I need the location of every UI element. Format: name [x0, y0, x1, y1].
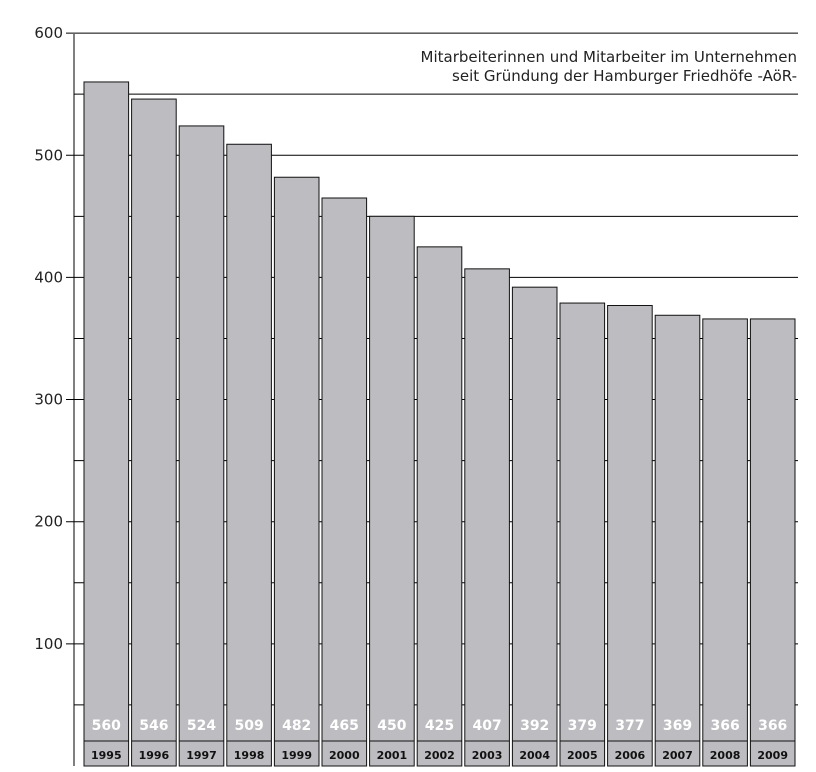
value-label: 379 — [568, 718, 597, 734]
x-tick-label: 1996 — [139, 749, 170, 762]
bar-1999 — [273, 176, 320, 767]
chart-title: Mitarbeiterinnen und Mitarbeiter im Unte… — [421, 48, 797, 66]
x-tick-label: 2001 — [377, 749, 408, 762]
value-label: 407 — [472, 718, 501, 734]
bar-2009 — [749, 318, 796, 767]
bar-1996 — [131, 98, 177, 767]
x-tick-label: 2006 — [615, 749, 646, 762]
x-tick-label: 1995 — [91, 749, 122, 762]
value-label: 524 — [187, 718, 216, 734]
bar-2005 — [559, 302, 606, 767]
data-labels: 560 1995 546 1996 524 1997 509 1998 482 1999 465 20… — [91, 718, 788, 762]
x-tick-label: 2008 — [710, 749, 741, 762]
bar-2003 — [464, 268, 510, 767]
value-label: 509 — [234, 718, 263, 734]
bars — [83, 81, 796, 767]
value-label: 546 — [139, 718, 168, 734]
axes: 100 200 300 400 500 600 — [34, 24, 75, 766]
x-tick-label: 2002 — [424, 749, 455, 762]
bar-1997 — [178, 125, 225, 767]
y-tick-label: 600 — [34, 24, 63, 42]
bar-2007 — [654, 314, 701, 767]
bar-2000 — [321, 197, 368, 767]
x-tick-label: 2009 — [757, 749, 788, 762]
x-tick-label: 1998 — [234, 749, 265, 762]
x-tick-label: 2005 — [567, 749, 598, 762]
chart-subtitle: seit Gründung der Hamburger Friedhöfe -A… — [452, 67, 797, 85]
y-tick-label: 100 — [34, 635, 63, 653]
x-tick-label: 2004 — [519, 749, 550, 762]
bar-2008 — [702, 318, 748, 767]
bar-1998 — [226, 143, 272, 767]
x-tick-label: 1999 — [281, 749, 312, 762]
bar-2006 — [607, 304, 653, 767]
value-label: 392 — [520, 718, 549, 734]
value-label: 377 — [615, 718, 644, 734]
bar-2001 — [369, 215, 415, 767]
x-tick-label: 1997 — [186, 749, 217, 762]
y-tick-label: 300 — [34, 391, 63, 409]
y-tick-label: 400 — [34, 268, 63, 286]
value-label: 560 — [92, 718, 121, 734]
value-label: 425 — [425, 718, 454, 734]
y-tick-label: 200 — [34, 513, 63, 531]
y-tick-label: 500 — [34, 146, 63, 164]
value-label: 450 — [377, 718, 406, 734]
value-label: 465 — [330, 718, 359, 734]
x-tick-label: 2000 — [329, 749, 360, 762]
bar-2002 — [416, 246, 463, 767]
x-tick-label: 2003 — [472, 749, 503, 762]
bar-1995 — [83, 81, 130, 767]
value-label: 482 — [282, 718, 311, 734]
value-label: 369 — [663, 718, 692, 734]
bar-2004 — [511, 286, 558, 767]
value-label: 366 — [710, 718, 739, 734]
x-tick-label: 2007 — [662, 749, 693, 762]
value-label: 366 — [758, 718, 787, 734]
